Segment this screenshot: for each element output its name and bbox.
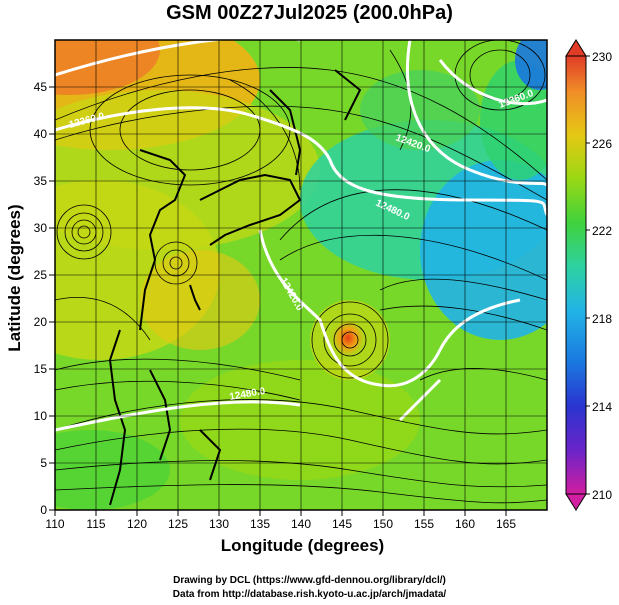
x-tick-labels: 110 115 120 125 130 135 140 145 150 155 … bbox=[45, 517, 516, 531]
colorbar-tick-label: 218 bbox=[592, 312, 612, 326]
x-ticks bbox=[54, 510, 507, 516]
colorbar-tick-label: 222 bbox=[592, 224, 612, 238]
colorbar-min-arrow bbox=[565, 493, 587, 511]
grid-lines bbox=[55, 40, 547, 510]
y-tick-label: 30 bbox=[34, 221, 48, 235]
chart-title: GSM 00Z27Jul2025 (200.0hPa) bbox=[166, 2, 453, 24]
x-tick-label: 140 bbox=[291, 517, 311, 531]
x-axis-label: Longitude (degrees) bbox=[220, 536, 385, 555]
colorbar-tick-label: 230 bbox=[592, 50, 612, 64]
y-tick-label: 0 bbox=[40, 503, 47, 517]
x-tick-label: 145 bbox=[332, 517, 352, 531]
colorbar-tick-label: 214 bbox=[592, 400, 612, 414]
colorbar-tick-label: 210 bbox=[592, 488, 612, 502]
x-tick-label: 130 bbox=[209, 517, 229, 531]
colorbar-scale bbox=[565, 55, 587, 495]
x-tick-label: 135 bbox=[250, 517, 270, 531]
credit-drawing: Drawing by DCL (https://www.gfd-dennou.o… bbox=[173, 575, 446, 586]
y-tick-label: 15 bbox=[34, 362, 48, 376]
x-tick-label: 115 bbox=[86, 517, 105, 531]
y-tick-label: 20 bbox=[34, 315, 48, 329]
x-tick-label: 160 bbox=[455, 517, 475, 531]
y-tick-label: 10 bbox=[34, 409, 48, 423]
y-tick-labels: 0 5 10 15 20 25 30 35 40 45 bbox=[34, 80, 48, 517]
y-axis-label: Latitude (degrees) bbox=[5, 204, 24, 352]
y-tick-label: 45 bbox=[34, 80, 48, 94]
x-tick-label: 150 bbox=[373, 517, 393, 531]
colorbar: 230 226 222 218 214 210 bbox=[565, 39, 612, 511]
y-tick-label: 40 bbox=[34, 127, 48, 141]
x-tick-label: 155 bbox=[414, 517, 434, 531]
credit-data-source: Data from http://database.rish.kyoto-u.a… bbox=[172, 589, 447, 600]
y-tick-label: 35 bbox=[34, 174, 48, 188]
x-tick-label: 110 bbox=[45, 517, 64, 531]
x-tick-label: 125 bbox=[168, 517, 188, 531]
y-tick-label: 25 bbox=[34, 268, 48, 282]
y-tick-label: 5 bbox=[40, 456, 47, 470]
coastlines bbox=[108, 69, 362, 506]
height-contours bbox=[55, 40, 547, 432]
colorbar-max-arrow bbox=[565, 39, 587, 57]
x-tick-label: 120 bbox=[127, 517, 147, 531]
colorbar-tick-label: 226 bbox=[592, 137, 612, 151]
x-tick-label: 165 bbox=[496, 517, 516, 531]
y-ticks bbox=[49, 86, 55, 511]
